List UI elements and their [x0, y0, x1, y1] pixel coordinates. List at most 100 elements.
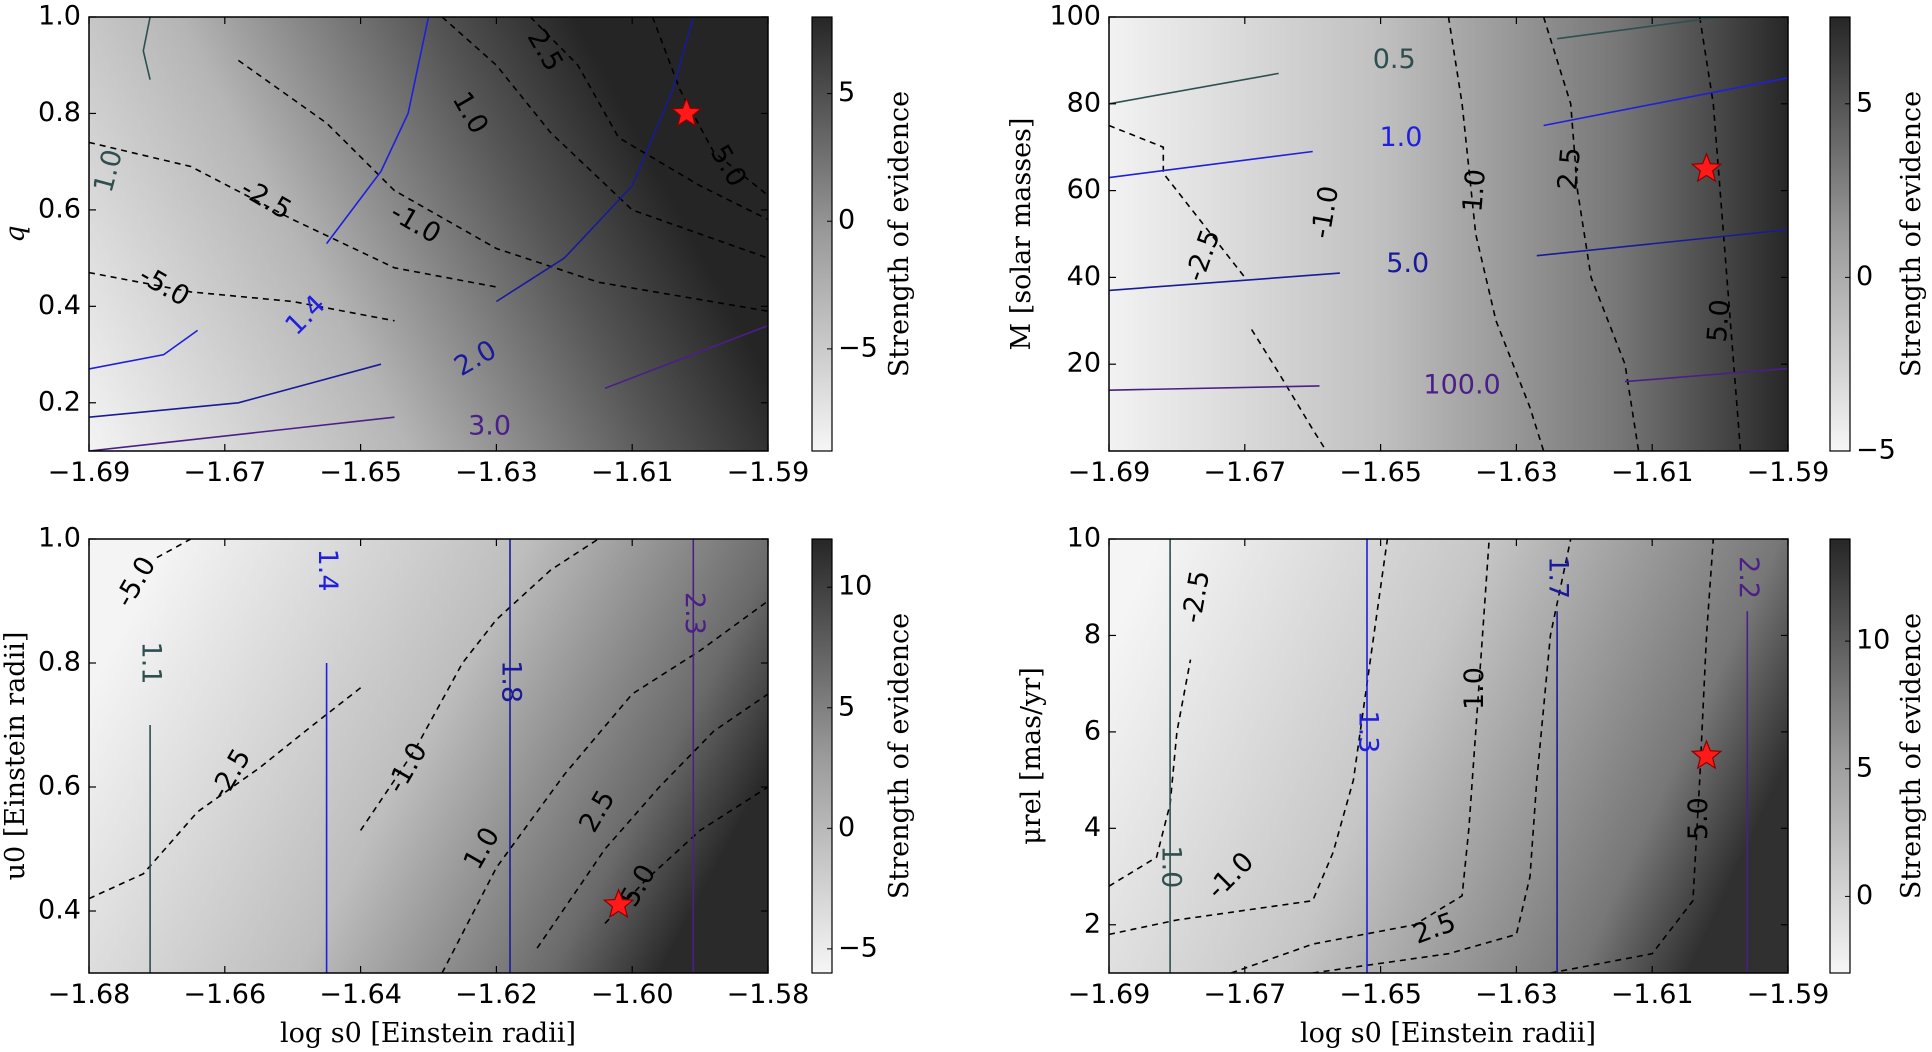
colorbar-tick-label: 10 [1856, 625, 1890, 656]
parameter-contour-label: 1.4 [312, 549, 343, 592]
parameter-contour-label: 1.0 [1379, 122, 1422, 153]
parameter-contour-label: 2.3 [679, 592, 710, 635]
y-tick-label: 0.8 [38, 647, 81, 678]
colorbar: 0 5 10 Strength of evidence [1829, 538, 1927, 974]
evidence-contour-line [1109, 124, 1246, 278]
evidence-contour-line [89, 271, 395, 322]
evidence-contour-line [1550, 539, 1715, 973]
colorbar-tick-label: 5 [1856, 87, 1873, 118]
colorbar: −5 0 5 Strength of evidence [811, 16, 915, 452]
evidence-contours [89, 17, 768, 322]
colorbar-tick-label: 0 [1856, 880, 1873, 911]
x-tick-label: −1.69 [1068, 457, 1151, 488]
y-axis: 0.4 0.6 0.8 1.0 [38, 523, 768, 926]
evidence-contours [1109, 17, 1742, 451]
x-axis-label: log s0 [Einstein radii] [280, 1018, 576, 1049]
parameter-contour-label: 0.5 [1373, 44, 1416, 75]
parameter-contour-label: 1.7 [1543, 556, 1574, 599]
plot-area [1109, 17, 1788, 451]
x-axis: −1.69 −1.67 −1.65 −1.63 −1.61 −1.59 [1068, 539, 1829, 1010]
parameter-contour-line [1109, 385, 1320, 391]
x-tick-label: −1.59 [1747, 457, 1830, 488]
parameter-contours [89, 17, 768, 451]
panel-top-left: -5.0-2.5 -1.01.02.55.01.01.42.03.0 −1.69−… [0, 1, 915, 489]
marker-layer [1690, 739, 1723, 770]
colorbar-tick-label: 5 [838, 691, 855, 722]
parameter-contour-line [495, 17, 695, 303]
evidence-contour-line [651, 17, 768, 197]
x-tick-label: −1.69 [48, 457, 131, 488]
evidence-contour-line [1230, 539, 1490, 973]
panel-bottom-right: -2.5-1.01.02.55.01.01.31.7 2.2 −1.69 −1.67… [1016, 523, 1927, 1050]
parameter-contour-line [1536, 228, 1788, 257]
x-axis-label: log s0 [Einstein radii] [1300, 1018, 1596, 1049]
plot-area [89, 539, 768, 973]
y-tick-label: 4 [1084, 812, 1101, 843]
evidence-contours [89, 539, 768, 973]
x-tick-label: −1.64 [319, 979, 402, 1010]
x-axis: −1.68 −1.66 −1.64 −1.62 −1.60 −1.58 [48, 539, 809, 1010]
contour-lines: -2.5-1.01.02.55.01.01.31.7 2.2 [1109, 539, 1764, 973]
colorbar-tick-label: 5 [838, 77, 855, 108]
parameter-contour-label: 2.2 [1733, 556, 1764, 599]
colorbar-tick-label: 0 [838, 812, 855, 843]
y-axis: 20 40 60 80 100 [1049, 1, 1788, 379]
x-tick-label: −1.65 [1339, 979, 1422, 1010]
marker-layer [1690, 152, 1723, 183]
y-axis-label: μrel [mas/yr] [1016, 667, 1047, 845]
evidence-contour-label: 2.5 [1552, 146, 1587, 191]
colorbar-ticks: −5 0 5 [827, 77, 878, 363]
parameter-contour-label: 1.3 [1353, 710, 1384, 753]
y-tick-label: 1.0 [38, 1, 81, 32]
plot-area [89, 17, 768, 451]
colorbar-ticks: 0 5 10 [1845, 625, 1890, 911]
y-tick-label: 40 [1067, 261, 1101, 292]
x-tick-label: −1.67 [183, 457, 266, 488]
colorbar-tick-label: −5 [1856, 435, 1896, 466]
evidence-contour-label: 1.0 [1457, 168, 1492, 213]
colorbar-tick-label: 10 [838, 571, 872, 602]
plot-area [1109, 539, 1788, 973]
y-tick-label: 20 [1067, 348, 1101, 379]
y-tick-label: 0.6 [38, 771, 81, 802]
y-tick-label: 100 [1049, 1, 1101, 32]
parameter-contours [1109, 17, 1788, 391]
parameter-contour-line [1624, 367, 1788, 383]
parameter-contours [149, 539, 695, 973]
colorbar-label: Strength of evidence [1896, 91, 1927, 377]
evidence-contour-line [237, 59, 768, 312]
colorbar-tick-label: 5 [1856, 752, 1873, 783]
evidence-contour-line [1447, 17, 1545, 451]
y-tick-label: 0.4 [38, 895, 81, 926]
colorbar-tick-label: 0 [838, 205, 855, 236]
marker-layer [670, 96, 703, 127]
marker-layer [602, 888, 635, 919]
parameter-contour-line [1109, 272, 1340, 292]
parameter-contours [1169, 539, 1749, 973]
panel-bottom-left: -5.0-2.5 -1.01.02.55.01.11.41.82.3 −1.68−… [0, 523, 915, 1050]
evidence-contour-line [89, 141, 497, 288]
best-fit-star-marker [602, 888, 635, 919]
x-tick-label: −1.65 [319, 457, 402, 488]
parameter-contour-line [89, 329, 199, 370]
y-tick-label: 0.8 [38, 97, 81, 128]
y-tick-label: 60 [1067, 174, 1101, 205]
colorbar-label: Strength of evidence [884, 91, 915, 377]
contour-lines: -5.0-2.5 -1.01.02.55.01.11.41.82.3 [89, 539, 768, 973]
y-tick-label: 0.2 [38, 386, 81, 417]
colorbar-tick-label: −5 [838, 932, 878, 963]
x-tick-label: −1.63 [1475, 457, 1558, 488]
x-tick-label: −1.68 [48, 979, 131, 1010]
best-fit-star-marker [670, 96, 703, 127]
parameter-contour-label: 1.1 [136, 642, 167, 685]
x-tick-label: −1.66 [183, 979, 266, 1010]
x-tick-label: −1.69 [1068, 979, 1151, 1010]
evidence-contour-label: 5.0 [1683, 797, 1714, 840]
evidence-contour-line [1250, 329, 1327, 451]
y-axis: 0.2 0.4 0.6 0.8 1.0 [38, 1, 768, 417]
x-tick-label: −1.61 [591, 457, 674, 488]
y-tick-label: 10 [1067, 523, 1101, 554]
colorbar-tick-label: −5 [838, 332, 878, 363]
evidence-contour-line [1312, 539, 1572, 973]
